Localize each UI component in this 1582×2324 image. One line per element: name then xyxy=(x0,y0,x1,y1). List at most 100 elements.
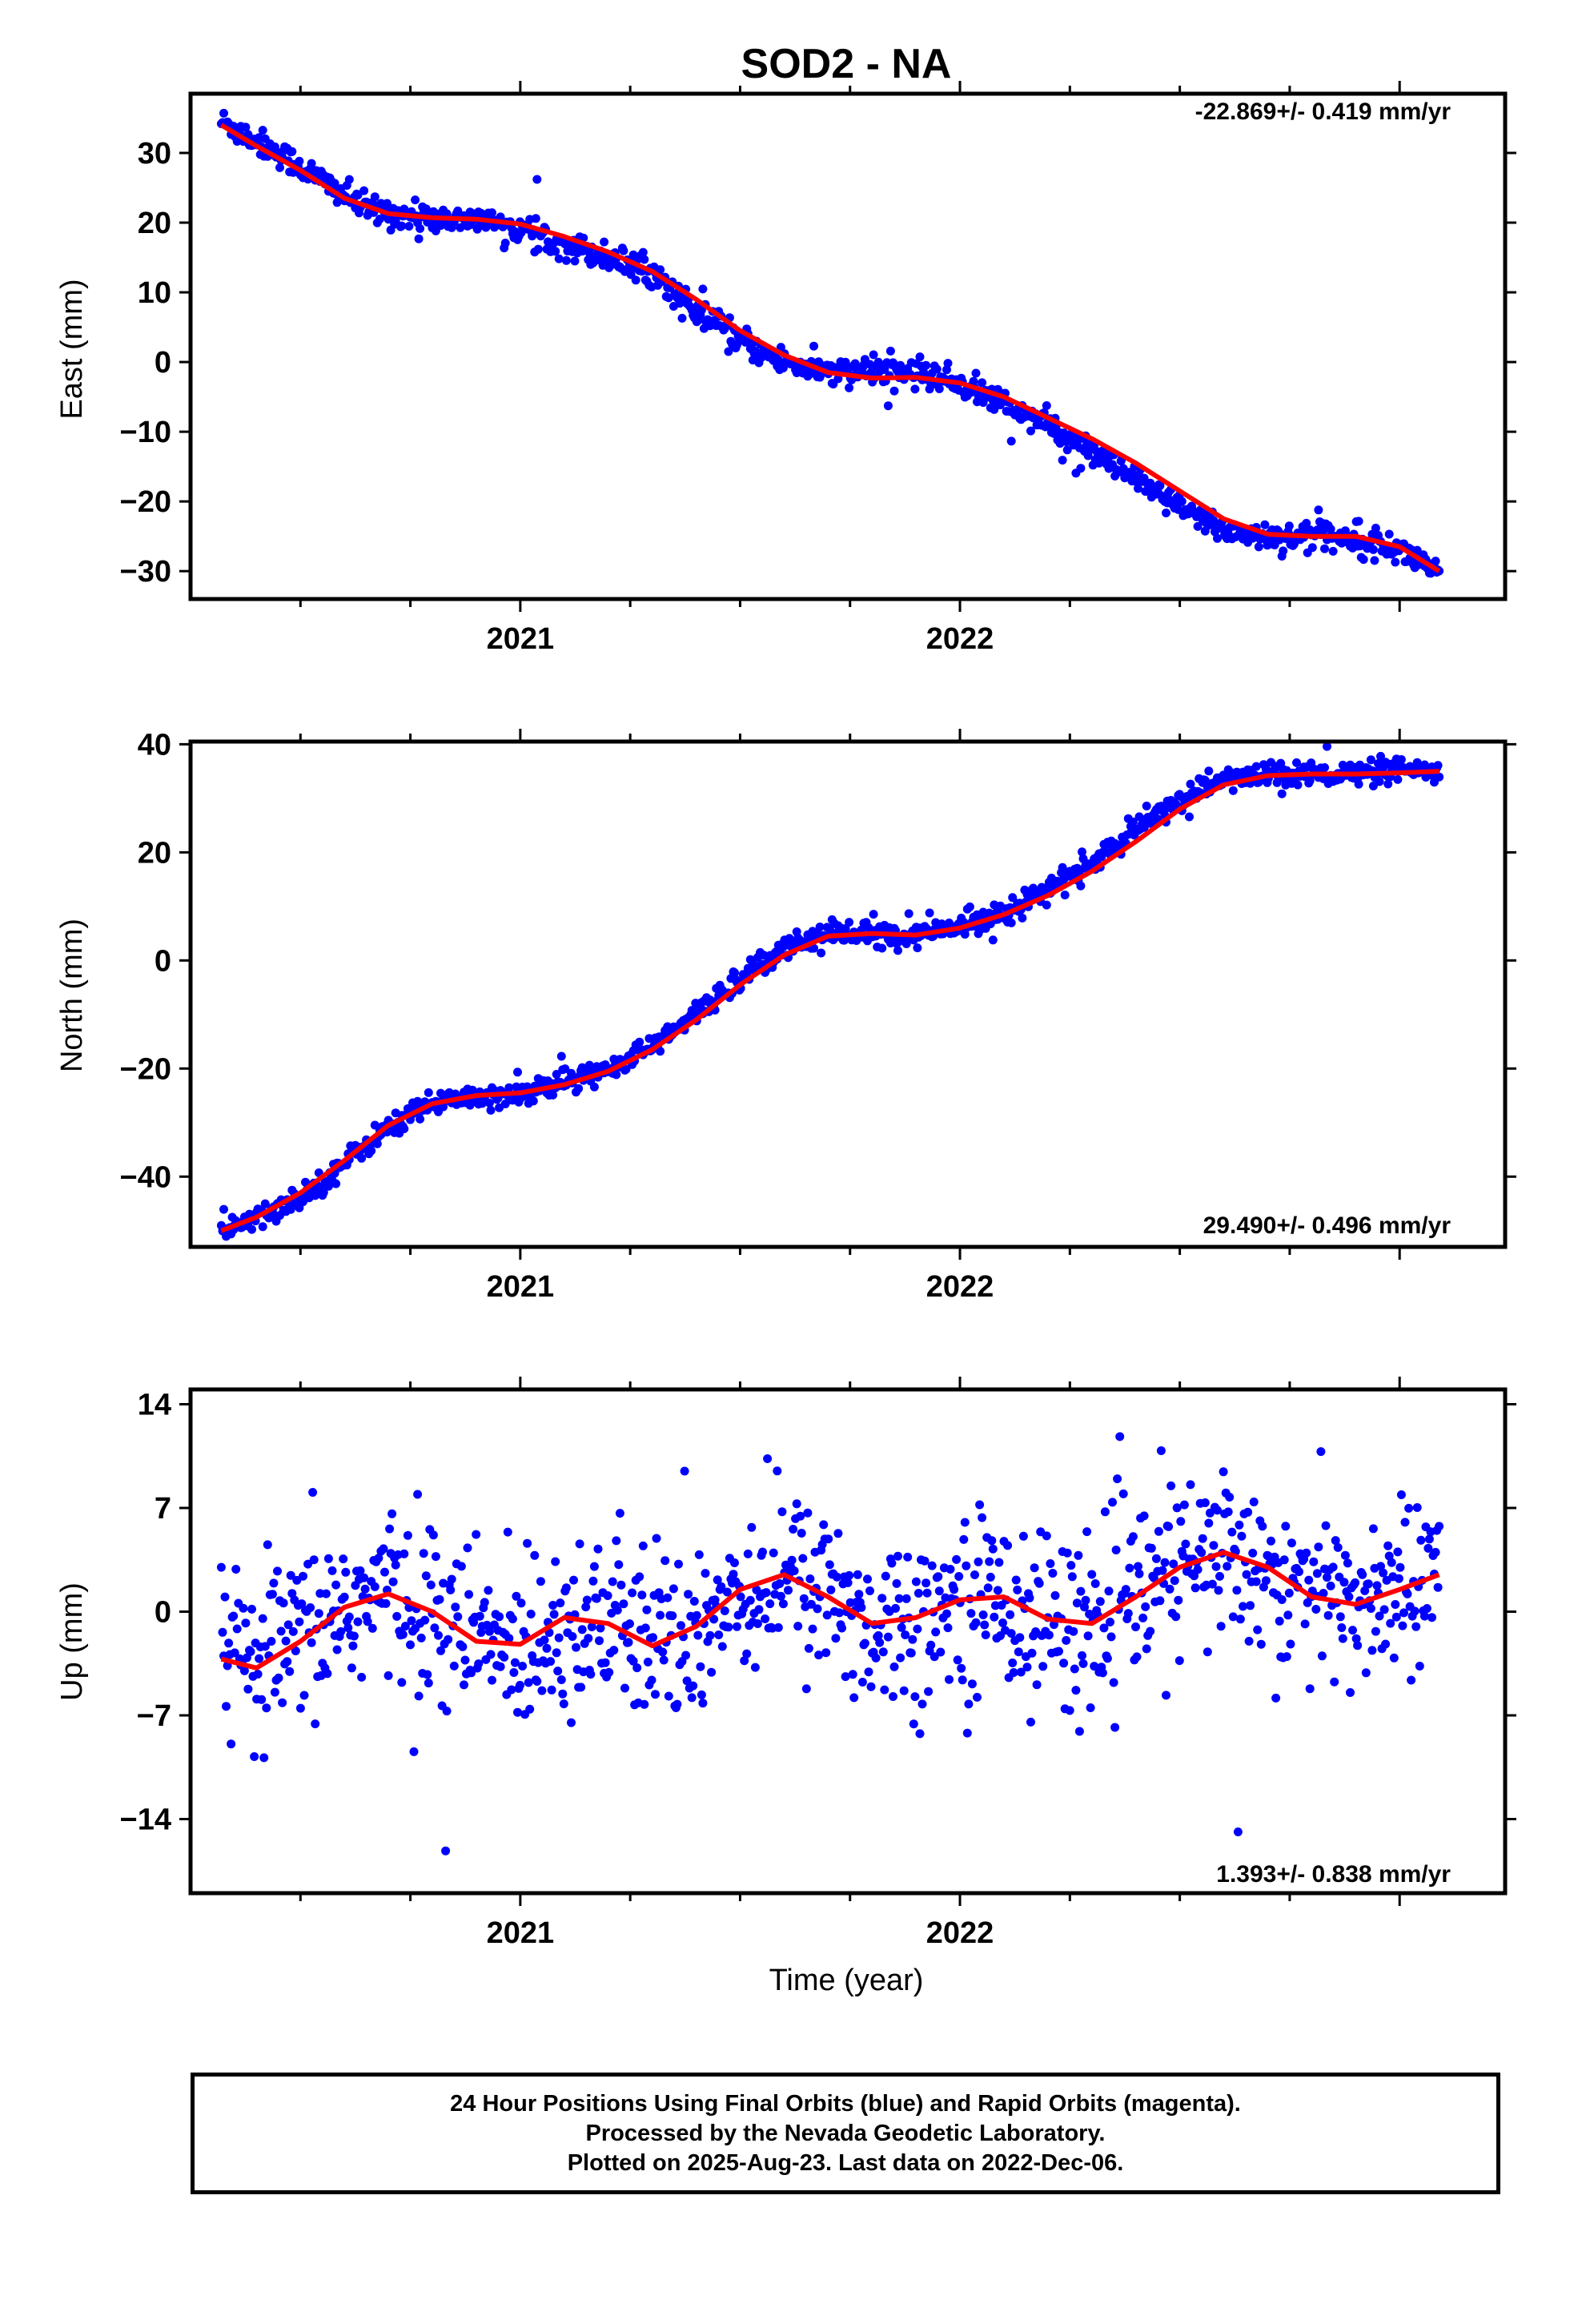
data-point xyxy=(1328,546,1338,556)
data-point xyxy=(588,1576,598,1586)
data-point xyxy=(1205,1508,1215,1518)
data-point xyxy=(1237,1531,1247,1541)
data-point xyxy=(1302,1548,1311,1558)
data-point xyxy=(805,1574,815,1583)
data-point xyxy=(648,1633,657,1642)
data-point xyxy=(1396,755,1406,764)
data-point xyxy=(789,1525,798,1534)
data-point xyxy=(577,1625,587,1634)
data-point xyxy=(889,1662,899,1671)
data-point xyxy=(548,1601,558,1610)
data-point xyxy=(1375,777,1384,786)
data-point xyxy=(434,1630,443,1640)
data-point xyxy=(1348,1626,1357,1635)
data-point xyxy=(849,1693,859,1703)
data-point xyxy=(1174,505,1183,514)
data-point xyxy=(875,1638,885,1647)
data-point xyxy=(736,1592,745,1602)
data-point xyxy=(854,1590,864,1599)
data-point xyxy=(845,918,854,927)
data-point xyxy=(568,1632,577,1641)
data-point xyxy=(1158,1566,1167,1575)
data-point xyxy=(1386,1618,1395,1628)
data-point xyxy=(733,1622,741,1631)
data-point xyxy=(287,1589,297,1598)
data-point xyxy=(707,1667,717,1677)
data-point xyxy=(589,1562,599,1571)
data-point xyxy=(813,1604,822,1614)
data-point xyxy=(1305,1684,1315,1694)
data-point xyxy=(397,221,407,231)
data-point xyxy=(1066,1561,1076,1570)
data-point xyxy=(1228,1612,1238,1622)
data-point xyxy=(219,108,228,118)
data-point xyxy=(889,386,899,396)
data-point xyxy=(1246,1601,1255,1610)
data-point xyxy=(547,1685,556,1695)
data-point xyxy=(1160,1558,1170,1567)
data-point xyxy=(259,1753,269,1763)
data-point xyxy=(250,1752,259,1761)
data-point xyxy=(1258,1522,1267,1531)
data-point xyxy=(913,943,922,953)
data-point xyxy=(288,1626,298,1636)
data-point xyxy=(572,1642,580,1652)
data-point xyxy=(383,1671,393,1680)
data-point xyxy=(1354,517,1363,526)
data-point xyxy=(391,1560,400,1570)
data-point xyxy=(945,1675,954,1684)
data-point xyxy=(1134,484,1142,493)
data-point xyxy=(909,1719,918,1729)
data-point xyxy=(496,1662,505,1671)
data-point xyxy=(348,1641,358,1651)
data-point xyxy=(925,908,934,918)
data-point xyxy=(722,1587,732,1597)
data-point xyxy=(717,1582,726,1591)
data-point xyxy=(1060,891,1070,900)
data-point xyxy=(893,946,902,955)
data-point xyxy=(357,1672,367,1682)
data-point xyxy=(1223,1562,1232,1571)
data-point xyxy=(971,1618,981,1627)
data-point xyxy=(878,1647,888,1657)
data-point xyxy=(400,1124,409,1133)
data-point xyxy=(540,1635,549,1645)
caption-box: 24 Hour Positions Using Final Orbits (bl… xyxy=(191,2073,1500,2194)
data-point xyxy=(826,1585,836,1594)
data-point xyxy=(747,1522,757,1532)
data-point xyxy=(400,1549,409,1558)
data-point xyxy=(413,1490,423,1499)
data-point xyxy=(777,1507,787,1517)
data-point xyxy=(593,1544,603,1554)
data-point xyxy=(1295,1567,1303,1577)
data-point xyxy=(1277,789,1287,798)
data-point xyxy=(913,1624,922,1634)
y-tick-label: 20 xyxy=(138,836,171,870)
data-point xyxy=(1227,1527,1237,1537)
data-point xyxy=(635,1037,644,1047)
data-point xyxy=(570,256,580,266)
data-point xyxy=(908,1634,917,1644)
data-point xyxy=(883,1632,893,1642)
data-point xyxy=(1058,456,1067,465)
data-point xyxy=(1330,1677,1339,1687)
data-point xyxy=(674,1559,683,1569)
data-point xyxy=(881,1571,890,1581)
data-point xyxy=(1104,1586,1114,1596)
data-point xyxy=(484,1098,494,1108)
data-point xyxy=(1204,1518,1214,1528)
y-tick-label: −30 xyxy=(120,555,171,589)
data-point xyxy=(1404,1503,1414,1513)
data-point xyxy=(530,1550,540,1560)
data-point xyxy=(516,1680,524,1690)
data-point xyxy=(1412,545,1422,555)
data-point xyxy=(451,1602,460,1612)
data-point xyxy=(513,1707,522,1717)
data-point xyxy=(892,1578,901,1588)
data-point xyxy=(958,1675,967,1685)
data-point xyxy=(370,192,379,202)
data-point xyxy=(913,1589,923,1598)
data-point xyxy=(1339,1578,1349,1587)
data-point xyxy=(1421,773,1431,782)
data-point xyxy=(724,1622,733,1632)
